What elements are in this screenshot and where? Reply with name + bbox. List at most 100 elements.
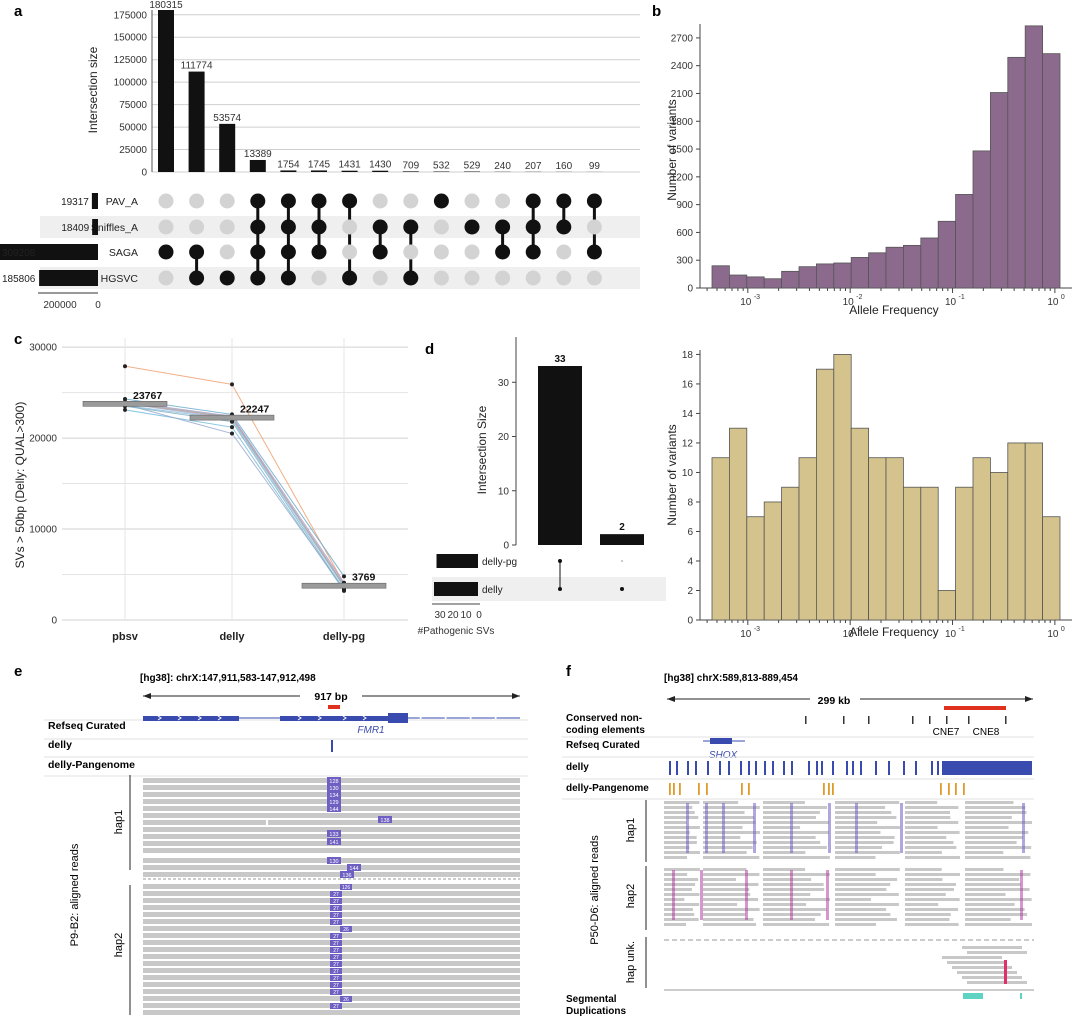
e-insertion-tag-label: 27 xyxy=(333,899,339,905)
f-hap2-read xyxy=(664,883,696,886)
panel-a-label: a xyxy=(14,3,23,20)
f-hap1-read xyxy=(703,841,757,844)
a-membership-matrix: PAV_A Sniffles_A SAGA HGSVC xyxy=(40,193,640,289)
panel-a-upset-plot: 0 25000 50000 75000 100000 125000 150000 175000… xyxy=(0,0,640,311)
f-hap1-read xyxy=(664,821,687,824)
a-matrix-dot-empty xyxy=(556,270,572,286)
hist-bar xyxy=(711,457,730,621)
c-x-tick-label: delly-pg xyxy=(323,631,365,643)
e-track-delly: delly xyxy=(48,739,72,751)
hist-bar xyxy=(850,427,870,621)
f-hap1-read xyxy=(965,846,1032,849)
hist-bar xyxy=(798,266,817,289)
a-set-name: Sniffles_A xyxy=(91,222,138,234)
f-hap2-read xyxy=(835,913,891,916)
f-hap2-read xyxy=(905,873,960,876)
e-insertion-tag-label: 144 xyxy=(349,866,358,872)
f-hap2-read xyxy=(905,918,950,921)
f-softclip-marks xyxy=(1004,960,1007,984)
f-hap2-read xyxy=(763,908,827,911)
hist-bar xyxy=(920,237,939,289)
a-matrix-dot-filled xyxy=(403,219,419,235)
hist-x-tick-label: 10 xyxy=(843,629,855,640)
e-scale-arrow-left xyxy=(143,693,151,699)
f-hap1-read xyxy=(965,816,1012,819)
d-set-size-tick: 30 xyxy=(434,610,446,621)
a-matrix-dot-empty xyxy=(403,193,419,209)
e-read xyxy=(143,884,520,889)
panel-f-label: f xyxy=(566,663,572,680)
f-hap2-read xyxy=(965,908,1025,911)
hist-y-tick-label: 2100 xyxy=(671,89,694,100)
f-hap2-read xyxy=(703,868,747,871)
hist-bar xyxy=(1042,53,1061,289)
f-hap2-read xyxy=(905,888,954,891)
f-hap2-read xyxy=(835,873,876,876)
a-matrix-dot-filled xyxy=(250,193,266,209)
a-matrix-dot-filled xyxy=(495,244,511,260)
f-delly-call-large xyxy=(942,761,1032,775)
a-matrix-dot-filled xyxy=(403,270,419,286)
a-matrix-dot-filled xyxy=(556,193,572,209)
hist-x-tick-label: 10 xyxy=(945,297,957,308)
f-hap1-read xyxy=(763,816,817,819)
hist-y-tick-label: 12 xyxy=(682,438,694,449)
d-y-axis-title: Intersection Size xyxy=(475,405,489,494)
a-set-size-bar xyxy=(91,193,98,209)
e-insertion-tag-label: 26 xyxy=(343,997,349,1003)
f-hapunk-read xyxy=(947,961,1007,964)
f-delly-call xyxy=(888,761,890,775)
hist-x-tick-exponent: -2 xyxy=(856,294,862,301)
a-set-size-label: 185806 xyxy=(2,274,36,285)
a-matrix-dot-filled xyxy=(280,244,296,260)
f-segdup-label-1: Segmental xyxy=(566,994,617,1005)
a-set-size-tick: 200000 xyxy=(43,300,77,311)
e-insertion-tag-label: 27 xyxy=(333,962,339,968)
f-track-cne-1: Conserved non- xyxy=(566,713,642,724)
f-cne7-label: CNE7 xyxy=(933,727,960,738)
f-hap2-read xyxy=(763,868,806,871)
e-insertion-tag xyxy=(327,838,341,845)
f-delly-call xyxy=(846,761,848,775)
a-matrix-dot-empty xyxy=(495,270,511,286)
panel-c-label: c xyxy=(14,331,22,348)
f-hap2-read xyxy=(763,888,825,891)
f-delly-call xyxy=(791,761,793,775)
hist-y-tick-label: 4 xyxy=(687,556,693,567)
f-hap1-read xyxy=(835,856,876,859)
e-insertion-tag-label: 27 xyxy=(333,969,339,975)
e-track-delly-pangenome: delly-Pangenome xyxy=(48,759,135,771)
a-matrix-dot-empty xyxy=(342,244,358,260)
f-delly-pg-call xyxy=(940,783,942,795)
a-set-sizes: 19317 18409 309208 185806 200000 0 xyxy=(0,193,101,311)
e-read xyxy=(143,996,520,1001)
hist-bar xyxy=(937,590,957,621)
f-insertion-marks xyxy=(790,803,793,853)
f-hap1-read xyxy=(905,831,960,834)
f-hap1-read xyxy=(835,841,894,844)
a-bar-label: 111774 xyxy=(181,61,213,72)
c-sample-line xyxy=(124,403,345,590)
f-delly-call xyxy=(821,761,823,775)
panel-f-genome-browser: [hg38] chrX:589,813-889,454 299 kb Conse… xyxy=(562,673,1034,1017)
d-matrix-dot-filled xyxy=(558,587,562,591)
hist-y-tick-label: 10 xyxy=(682,468,694,479)
e-insertion-tag-label: 27 xyxy=(333,934,339,940)
hist-bar xyxy=(972,150,991,289)
f-hap1-read xyxy=(905,846,957,849)
f-insertion-marks xyxy=(855,803,858,853)
f-softclip-marks xyxy=(700,870,703,920)
f-hap2-read xyxy=(965,923,1032,926)
f-cne-mark xyxy=(868,716,870,724)
e-insertion-tag-label: 144 xyxy=(329,807,338,813)
f-gene-label: SHOX xyxy=(709,750,738,761)
f-hap2-read xyxy=(763,878,812,881)
f-hapunk-read xyxy=(967,951,1027,954)
hist-y-tick-label: 14 xyxy=(682,409,694,420)
f-delly-pg-call xyxy=(823,783,825,795)
e-insertion-tag xyxy=(327,830,341,837)
e-gene-strand-arrow xyxy=(467,715,472,721)
e-insertion-tag xyxy=(330,954,342,960)
f-softclip-marks xyxy=(745,870,748,920)
hist-x-tick-exponent: -3 xyxy=(754,294,760,301)
